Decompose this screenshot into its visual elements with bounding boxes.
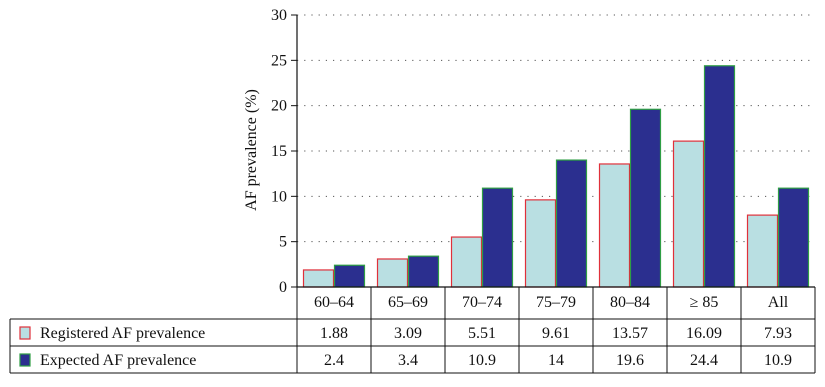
y-tick-label: 30	[271, 7, 287, 24]
table-cell-value: 16.09	[686, 325, 722, 342]
bar-expected	[777, 187, 810, 288]
data-table: Registered AF prevalence 1.88 3.09 5.51 9.61…	[9, 287, 816, 374]
legend-label: Expected AF prevalence	[40, 352, 196, 369]
bars	[302, 65, 810, 288]
table-cell-value: 10.9	[764, 352, 792, 369]
x-tick-label: 75–79	[536, 294, 576, 311]
legend-swatch	[19, 353, 31, 367]
bar-expected	[703, 65, 736, 288]
y-tick-label: 5	[279, 234, 287, 251]
table-cell-value: 7.93	[764, 325, 792, 342]
table-cell-value: 9.61	[542, 325, 570, 342]
y-tick-label: 10	[271, 188, 287, 205]
x-tick-label: 65–69	[388, 294, 428, 311]
y-tick-label: 25	[271, 52, 287, 69]
table-cell-value: 1.88	[320, 325, 348, 342]
bar-expected	[629, 108, 662, 288]
bar-registered	[450, 236, 483, 288]
y-tick-label: 15	[271, 143, 287, 160]
table-cell-value: 10.9	[468, 352, 496, 369]
x-tick-label: 80–84	[610, 294, 650, 311]
y-tick-label: 0	[279, 279, 287, 296]
category-labels: 60–64 65–69 70–74 75–79 80–84 ≥ 85 All	[314, 294, 789, 311]
bar-expected	[481, 187, 514, 288]
bar-expected	[333, 264, 366, 288]
bar-registered	[376, 258, 409, 288]
y-ticks: 0 5 10 15 20 25 30	[271, 7, 297, 296]
x-tick-label: All	[768, 294, 789, 311]
bar-registered	[302, 269, 335, 288]
legend-swatch	[19, 326, 31, 340]
x-tick-label: 60–64	[314, 294, 354, 311]
y-axis-label: AF prevalence (%)	[243, 89, 260, 211]
table-cell-value: 14	[548, 352, 564, 369]
table-cell-value: 2.4	[324, 352, 344, 369]
table-cell-value: 13.57	[612, 325, 648, 342]
table-cell-value: 3.09	[394, 325, 422, 342]
bar-registered	[746, 214, 779, 288]
bar-registered	[672, 140, 705, 288]
table-cell-value: 24.4	[690, 352, 718, 369]
table-cell-value: 3.4	[398, 352, 418, 369]
table-cell-value: 5.51	[468, 325, 496, 342]
x-tick-label: 70–74	[462, 294, 502, 311]
bar-registered	[598, 163, 631, 288]
table-cell-value: 19.6	[616, 352, 644, 369]
legend-label: Registered AF prevalence	[40, 325, 205, 342]
bar-expected	[407, 255, 440, 288]
x-tick-label: ≥ 85	[690, 294, 719, 311]
bar-registered	[524, 199, 557, 288]
y-tick-label: 20	[271, 98, 287, 115]
bar-expected	[555, 159, 588, 288]
